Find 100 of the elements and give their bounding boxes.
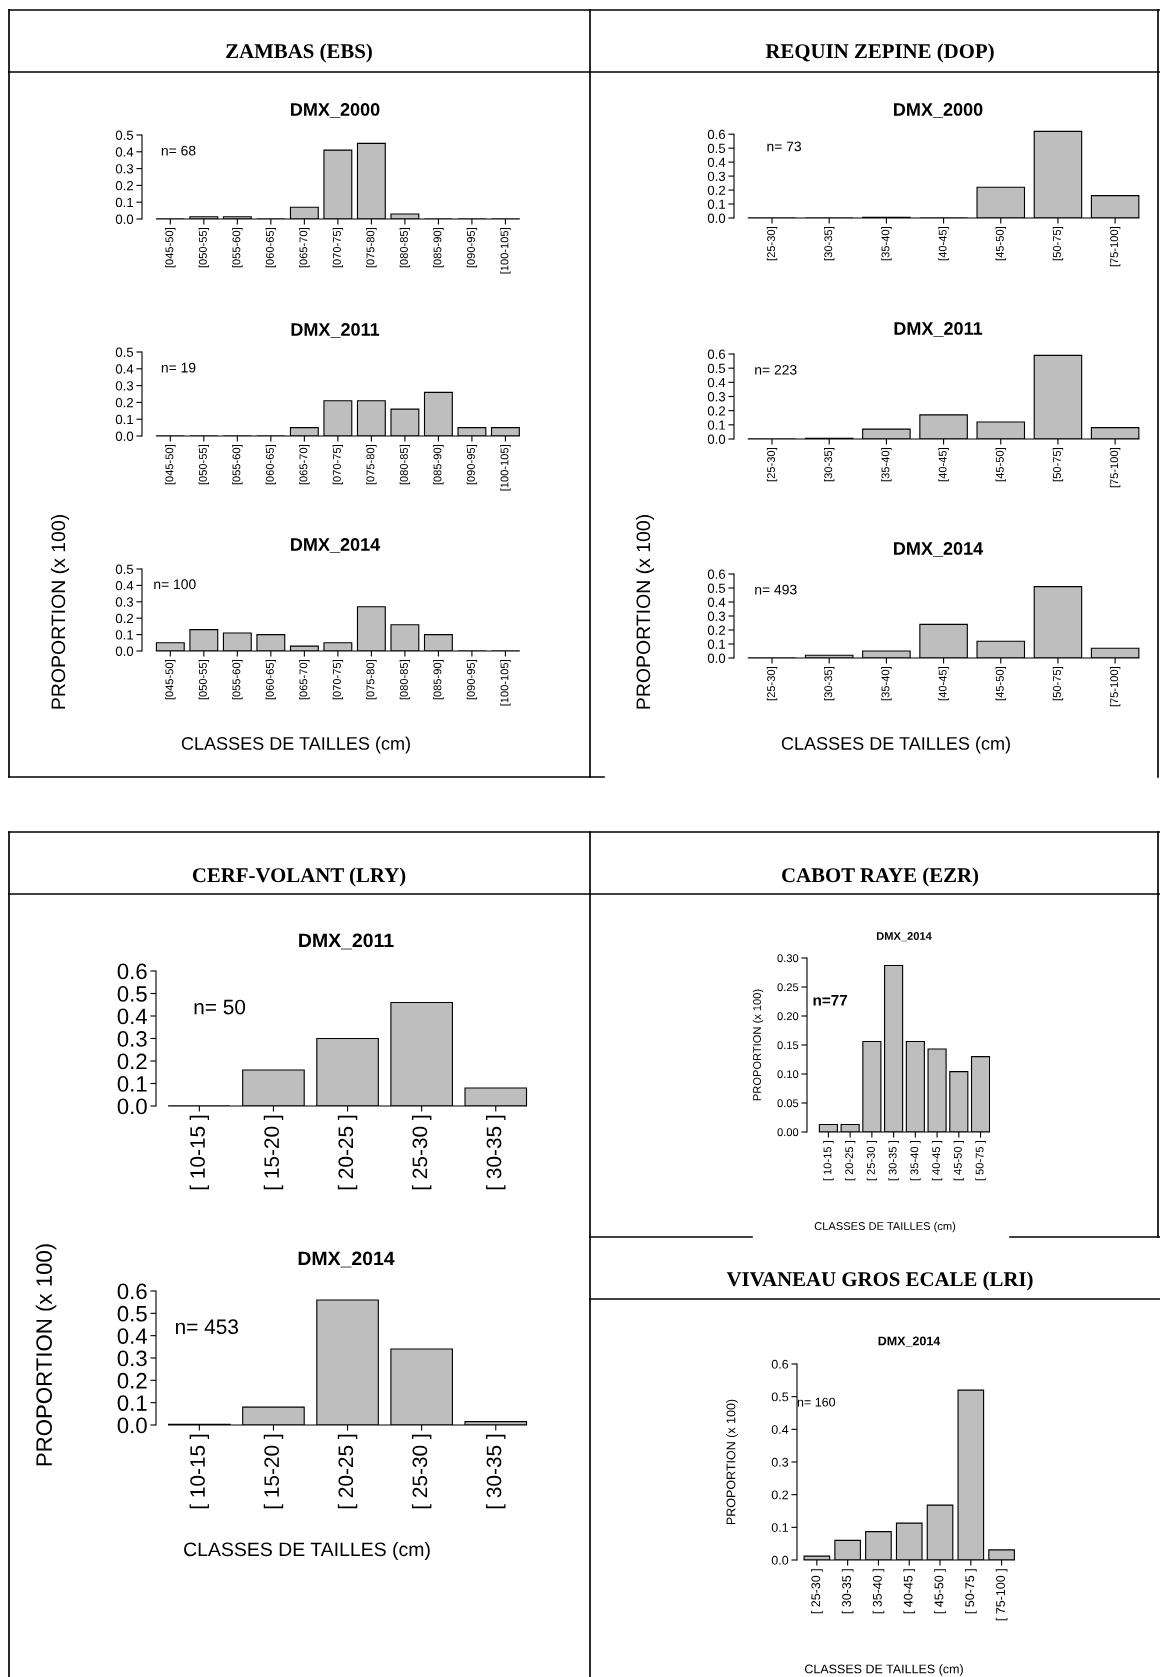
y-axis-title: PROPORTION (x 100) [35, 1244, 57, 1466]
x-tick-label: [ 50-75 ] [975, 1141, 986, 1181]
x-axis-title: CLASSES DE TAILLES (cm) [181, 736, 410, 754]
x-tick-label: [100-105] [500, 660, 511, 706]
y-tick-label: 0.1 [115, 630, 134, 640]
x-tick-label: [ 10-15 ] [823, 1141, 834, 1181]
x-tick-label: [50-75] [1052, 227, 1064, 261]
x-tick-label: [085-90] [433, 228, 444, 268]
x-tick-label: [45-50] [995, 448, 1006, 482]
x-tick-label: [ 40-45 ] [931, 1141, 943, 1181]
y-tick-label: 0.2 [771, 1490, 789, 1500]
x-tick-label: [ 30-35 ] [486, 1434, 506, 1509]
x-tick-label: [ 25-30 ] [411, 1115, 432, 1190]
x-tick-label: [045-50] [165, 445, 176, 485]
x-tick-label: [050-55] [198, 445, 210, 485]
x-tick-label: [085-90] [433, 660, 444, 700]
chart-subtitle: REQUIN ZEPINE (DOP) [765, 43, 994, 63]
y-tick-label: 0.1 [707, 420, 726, 430]
y-tick-label: 0.0 [707, 213, 726, 223]
x-tick-label: [ 25-30 ] [411, 1434, 432, 1509]
y-tick-label: 0.15 [777, 1041, 799, 1050]
x-tick-label: [25-30] [766, 227, 778, 261]
y-tick-label: 0.4 [117, 1008, 148, 1025]
x-tick-label: [060-65] [265, 228, 277, 268]
x-tick-label: [085-90] [433, 445, 444, 485]
x-tick-label: [ 45-50 ] [934, 1569, 946, 1614]
x-tick-label: [080-85] [399, 660, 411, 700]
x-tick-label: [050-55] [198, 660, 210, 700]
y-tick-label: 0.2 [115, 397, 134, 408]
x-tick-label: [100-105] [500, 228, 511, 274]
x-tick-label: [060-65] [265, 445, 277, 485]
chart-title: DMX_2014 [291, 538, 381, 553]
x-tick-label: [065-70] [299, 445, 310, 485]
y-tick-label: 0.1 [707, 199, 726, 209]
y-tick-label: 0.1 [707, 639, 726, 649]
y-tick-label: 0.2 [707, 406, 726, 416]
x-axis-title: CLASSES DE TAILLES (cm) [184, 1541, 430, 1561]
y-tick-label: 0.00 [777, 1128, 799, 1137]
x-tick-label: [30-35] [824, 667, 835, 701]
x-tick-label: [045-50] [165, 660, 176, 700]
y-tick-label: 0.3 [115, 164, 134, 174]
x-tick-label: [35-40] [881, 448, 892, 482]
x-tick-label: [045-50] [165, 228, 176, 268]
y-tick-label: 0.5 [117, 986, 147, 1002]
y-tick-label: 0.3 [707, 392, 726, 402]
x-tick-label: [090-95] [466, 660, 478, 700]
y-tick-label: 0.3 [707, 611, 726, 621]
x-tick-label: [45-50] [995, 667, 1006, 701]
x-tick-label: [75-100] [1109, 227, 1121, 267]
y-tick-label: 0.4 [707, 157, 726, 168]
y-tick-label: 0.4 [115, 580, 134, 591]
chart-title: DMX_2000 [894, 103, 983, 118]
x-tick-label: [25-30] [766, 667, 778, 701]
y-tick-label: 0.5 [707, 143, 726, 154]
y-tick-label: 0.5 [115, 347, 134, 357]
y-tick-label: 0.2 [115, 613, 134, 624]
x-tick-label: [40-45] [938, 227, 949, 261]
y-tick-label: 0.4 [707, 597, 726, 607]
x-tick-label: [075-80] [366, 228, 377, 268]
chart-title: DMX_2011 [894, 322, 983, 337]
y-axis-title: PROPORTION (x 100) [635, 515, 655, 709]
y-tick-label: 0.6 [707, 569, 726, 579]
x-tick-label: [25-30] [766, 448, 778, 482]
y-tick-label: 0.30 [777, 954, 799, 963]
x-tick-label: [075-80] [366, 445, 377, 485]
x-tick-label: [055-60] [232, 445, 243, 485]
y-tick-label: 0.6 [117, 963, 147, 980]
chart-title: DMX_2014 [876, 932, 932, 942]
x-tick-label: [090-95] [466, 228, 478, 268]
annotation: n= 493 [755, 584, 797, 595]
y-tick-label: 0.1 [771, 1523, 789, 1532]
y-tick-label: 0.5 [115, 564, 134, 574]
y-tick-label: 0.4 [115, 364, 134, 374]
y-tick-label: 0.1 [117, 1395, 147, 1411]
y-tick-label: 0.6 [771, 1359, 789, 1369]
x-tick-label: [75-100] [1109, 448, 1121, 488]
y-tick-label: 0.6 [707, 349, 726, 359]
y-tick-label: 0.05 [777, 1099, 799, 1108]
annotation: n= 223 [755, 364, 797, 375]
annotation: n= 73 [767, 141, 802, 152]
x-tick-label: [ 30-35 ] [841, 1569, 854, 1614]
x-tick-label: [070-75] [332, 228, 344, 268]
y-tick-label: 0.25 [777, 983, 799, 992]
y-tick-label: 0.0 [115, 646, 134, 656]
x-tick-label: [ 35-40 ] [910, 1141, 921, 1181]
x-tick-label: [070-75] [332, 660, 344, 700]
y-tick-label: 0.5 [707, 583, 726, 593]
x-tick-label: [ 75-100 ] [995, 1569, 1008, 1621]
y-axis-title: PROPORTION (x 100) [726, 1399, 738, 1525]
annotation: n= 453 [175, 1319, 238, 1335]
y-tick-label: 0.5 [707, 363, 726, 374]
y-tick-label: 0.4 [117, 1328, 148, 1344]
x-tick-label: [080-85] [399, 445, 411, 485]
y-tick-label: 0.1 [115, 414, 134, 425]
annotation: n=77 [813, 994, 848, 1006]
x-tick-label: [080-85] [399, 228, 411, 268]
chart-subtitle: VIVANEAU GROS ECALE (LRI) [726, 1271, 1033, 1291]
y-tick-label: 0.6 [707, 129, 726, 140]
annotation: n= 160 [797, 1397, 836, 1407]
x-axis-title: CLASSES DE TAILLES (cm) [814, 1221, 956, 1233]
